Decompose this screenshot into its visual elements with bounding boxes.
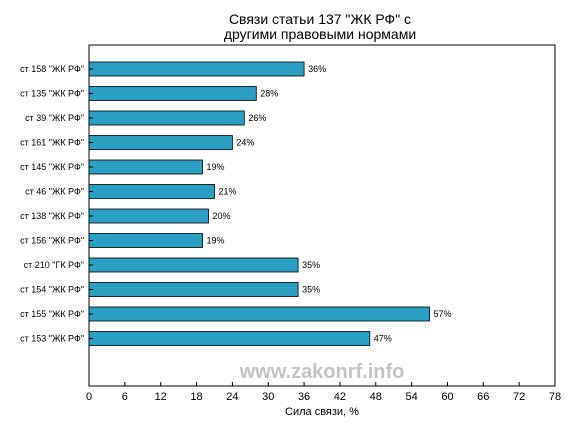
watermark-text: www.zakonrf.info [239, 361, 405, 383]
category-label: ст 155 "ЖК РФ" [20, 309, 84, 319]
data-label: 47% [374, 334, 392, 344]
x-tick-label: 6 [122, 391, 128, 403]
bar [88, 208, 209, 224]
x-axis-label: Сила связи, % [285, 406, 359, 418]
data-label: 36% [308, 64, 326, 74]
category-label: ст 145 "ЖК РФ" [20, 162, 84, 172]
data-label: 21% [218, 187, 236, 197]
bar [88, 282, 299, 297]
x-tick-label: 48 [370, 391, 382, 403]
data-label: 26% [248, 113, 266, 123]
x-ticks-group: 0 6 12 18 24 30 36 42 48 54 60 66 72 78 [86, 382, 561, 403]
category-label: ст 46 "ЖК РФ" [25, 187, 84, 197]
x-tick-label: 30 [262, 391, 274, 403]
bar [88, 257, 299, 273]
chart-title-line-2: другими правовыми нормами [224, 26, 416, 42]
data-label: 19% [207, 162, 225, 172]
x-tick-label: 12 [155, 391, 167, 403]
category-label: ст 210 "ГК РФ" [24, 260, 84, 270]
category-label: ст 135 "ЖК РФ" [20, 89, 84, 99]
category-label: ст 154 "ЖК РФ" [20, 285, 84, 295]
bar [88, 135, 233, 150]
category-labels-group: ст 158 "ЖК РФ" ст 135 "ЖК РФ" ст 39 "ЖК РФ… [20, 64, 93, 344]
x-tick-label: 78 [549, 391, 561, 403]
data-label: 57% [434, 309, 452, 319]
x-tick-label: 0 [86, 391, 92, 403]
bar [88, 184, 215, 199]
x-tick-label: 54 [405, 391, 417, 403]
x-tick-label: 24 [226, 391, 238, 403]
data-label: 35% [302, 285, 320, 295]
x-tick-label: 72 [513, 391, 525, 403]
data-label: 19% [207, 236, 225, 246]
data-label: 24% [236, 138, 254, 148]
data-label: 28% [260, 89, 278, 99]
category-label: ст 138 "ЖК РФ" [20, 211, 84, 221]
bar [88, 61, 305, 77]
bar [88, 159, 203, 175]
x-tick-label: 42 [334, 391, 346, 403]
bar [88, 86, 257, 101]
data-label: 35% [302, 260, 320, 270]
bar [88, 331, 371, 346]
category-label: ст 153 "ЖК РФ" [20, 334, 84, 344]
x-tick-label: 36 [298, 391, 310, 403]
data-labels-group: 36% 28% 26% 24% 19% 21% 20% 19% 35% 35% 57% 47% [207, 64, 452, 344]
category-label: ст 161 "ЖК РФ" [20, 138, 84, 148]
category-label: ст 158 "ЖК РФ" [20, 64, 84, 74]
category-label: ст 39 "ЖК РФ" [25, 113, 84, 123]
bar [88, 110, 245, 126]
bar [88, 306, 430, 322]
x-tick-label: 66 [477, 391, 489, 403]
bar [88, 233, 203, 248]
category-label: ст 156 "ЖК РФ" [20, 236, 84, 246]
data-label: 20% [212, 211, 230, 221]
x-tick-label: 18 [190, 391, 202, 403]
bars-group [88, 61, 430, 346]
chart-title-line-1: Связи статьи 137 "ЖК РФ" с [229, 11, 411, 27]
x-tick-label: 60 [441, 391, 453, 403]
